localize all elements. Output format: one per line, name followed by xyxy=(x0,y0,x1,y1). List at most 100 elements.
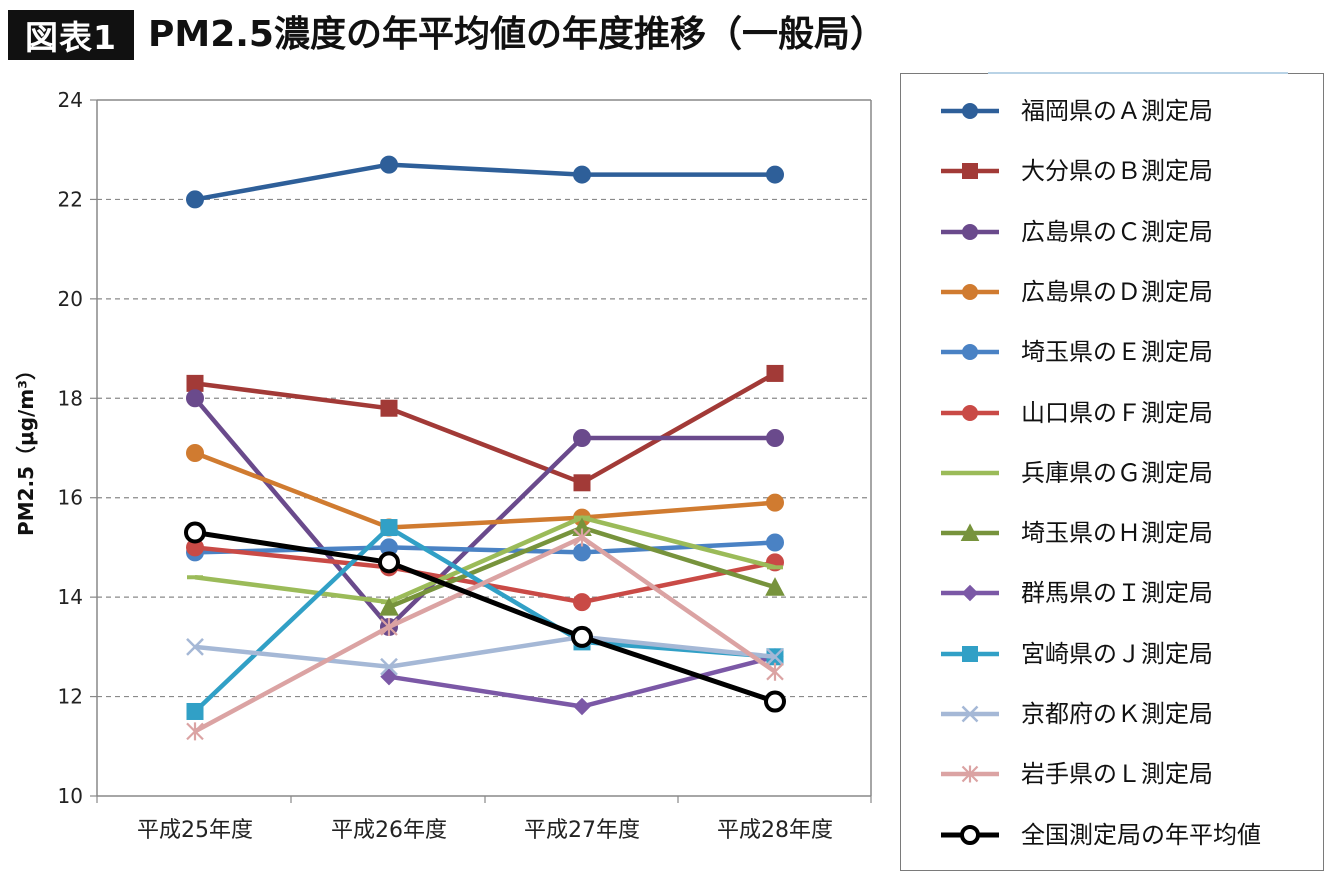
data-point xyxy=(573,528,591,547)
legend-swatch xyxy=(941,645,999,662)
legend-label: 山口県のＦ測定局 xyxy=(1021,398,1213,427)
legend-item: 京都府のＫ測定局 xyxy=(901,694,1321,734)
legend-label: 宮崎県のＪ測定局 xyxy=(1021,639,1213,668)
legend-marker xyxy=(962,404,978,421)
data-point xyxy=(766,662,784,681)
series-4 xyxy=(186,443,784,537)
legend-marker xyxy=(962,163,978,180)
data-point xyxy=(766,647,784,666)
series-line xyxy=(194,634,776,669)
series-8 xyxy=(379,517,785,616)
legend-item: 埼玉県のＨ測定局 xyxy=(901,513,1321,553)
legend-label: 大分県のＢ測定局 xyxy=(1021,157,1213,186)
data-point xyxy=(766,493,784,512)
legend-item: 福岡県のＡ測定局 xyxy=(901,91,1321,131)
series-line xyxy=(193,535,777,734)
data-point xyxy=(573,429,591,448)
legend-swatch xyxy=(941,470,999,476)
chart-title: PM2.5濃度の年平均値の年度推移（一般局） xyxy=(148,14,886,55)
data-point xyxy=(186,190,204,209)
legend-marker xyxy=(962,103,978,119)
legend-label: 兵庫県のＧ測定局 xyxy=(1021,458,1213,487)
legend-item: 大分県のＢ測定局 xyxy=(901,151,1321,191)
data-point xyxy=(186,374,204,392)
series-1 xyxy=(186,155,784,209)
y-tick-label: 16 xyxy=(58,486,83,510)
legend-swatch xyxy=(941,344,999,361)
legend-swatch xyxy=(941,824,999,845)
data-point xyxy=(766,165,784,184)
series-line xyxy=(194,515,776,605)
legend-label: 京都府のＫ測定局 xyxy=(1021,700,1213,728)
legend-item: 広島県のＤ測定局 xyxy=(901,272,1321,312)
data-point xyxy=(764,690,786,713)
legend-marker xyxy=(962,223,978,240)
legend-marker xyxy=(961,765,979,783)
legend-swatch xyxy=(941,705,999,723)
x-tick-label: 平成27年度 xyxy=(524,818,640,843)
data-point xyxy=(186,637,204,656)
legend-item: 山口県のＦ測定局 xyxy=(901,393,1321,433)
y-axis-label: PM2.5（μg/m³） xyxy=(14,360,38,536)
legend-top-accent xyxy=(988,72,1288,74)
legend-swatch xyxy=(941,404,999,421)
legend: 福岡県のＡ測定局大分県のＢ測定局 広島県のＣ測定局広島県のＤ測定局埼玉県のＥ測定局… xyxy=(900,73,1324,871)
series-13 xyxy=(184,521,786,713)
legend-label: 群馬県のＩ測定局 xyxy=(1021,579,1213,608)
data-point xyxy=(766,533,784,552)
figure-badge: 図表1 xyxy=(8,10,134,60)
legend-swatch xyxy=(941,283,999,300)
data-point xyxy=(184,521,206,544)
data-point xyxy=(766,364,784,382)
legend-marker xyxy=(961,705,979,723)
legend-marker xyxy=(962,645,978,662)
legend-item: 宮崎県のＪ測定局 xyxy=(901,634,1321,674)
y-tick-label: 10 xyxy=(58,784,83,808)
data-point xyxy=(573,474,591,492)
legend-marker xyxy=(961,585,979,602)
y-tick-label: 22 xyxy=(58,187,83,211)
series-line xyxy=(194,371,777,486)
x-tick-label: 平成25年度 xyxy=(137,818,253,843)
legend-item: 広島県のＣ測定局 xyxy=(901,212,1321,252)
header: 図表1 PM2.5濃度の年平均値の年度推移（一般局） xyxy=(0,0,1340,70)
legend-item: 岩手県のＬ測定局 xyxy=(901,754,1321,794)
legend-label: 全国測定局の年平均値 xyxy=(1021,820,1261,849)
legend-marker xyxy=(960,523,980,542)
legend-item: 兵庫県のＧ測定局 xyxy=(901,453,1321,493)
series-line xyxy=(194,450,776,530)
data-point xyxy=(378,551,400,574)
legend-marker xyxy=(962,344,978,361)
data-point xyxy=(573,593,591,612)
y-tick-label: 20 xyxy=(58,287,83,311)
legend-swatch xyxy=(941,163,999,180)
data-point xyxy=(573,165,591,184)
y-tick-label: 12 xyxy=(58,685,83,709)
legend-marker xyxy=(960,824,980,845)
legend-label: 埼玉県のＥ測定局 xyxy=(1021,338,1213,367)
data-point xyxy=(379,597,399,616)
legend-swatch xyxy=(941,585,999,602)
legend-swatch xyxy=(941,765,999,783)
y-tick-label: 18 xyxy=(58,386,83,410)
data-point xyxy=(380,399,398,417)
data-point xyxy=(380,667,398,686)
legend-item: 群馬県のＩ測定局 xyxy=(901,573,1321,613)
series-line xyxy=(193,396,775,630)
legend-label: 広島県のＣ測定局 xyxy=(1021,217,1213,246)
series-2 xyxy=(186,364,784,492)
data-point xyxy=(186,722,204,741)
series-line xyxy=(193,525,776,714)
y-tick-label: 14 xyxy=(58,585,83,609)
data-point xyxy=(380,519,398,537)
legend-label: 岩手県のＬ測定局 xyxy=(1021,760,1213,789)
legend-label: 埼玉県のＨ測定局 xyxy=(1021,519,1213,548)
data-point xyxy=(186,702,204,720)
legend-swatch xyxy=(941,103,999,119)
y-tick-label: 24 xyxy=(58,88,83,112)
x-tick-label: 平成28年度 xyxy=(717,818,833,843)
data-point xyxy=(380,657,398,676)
data-point xyxy=(186,443,204,462)
x-tick-label: 平成26年度 xyxy=(331,818,447,843)
data-point xyxy=(765,577,785,596)
